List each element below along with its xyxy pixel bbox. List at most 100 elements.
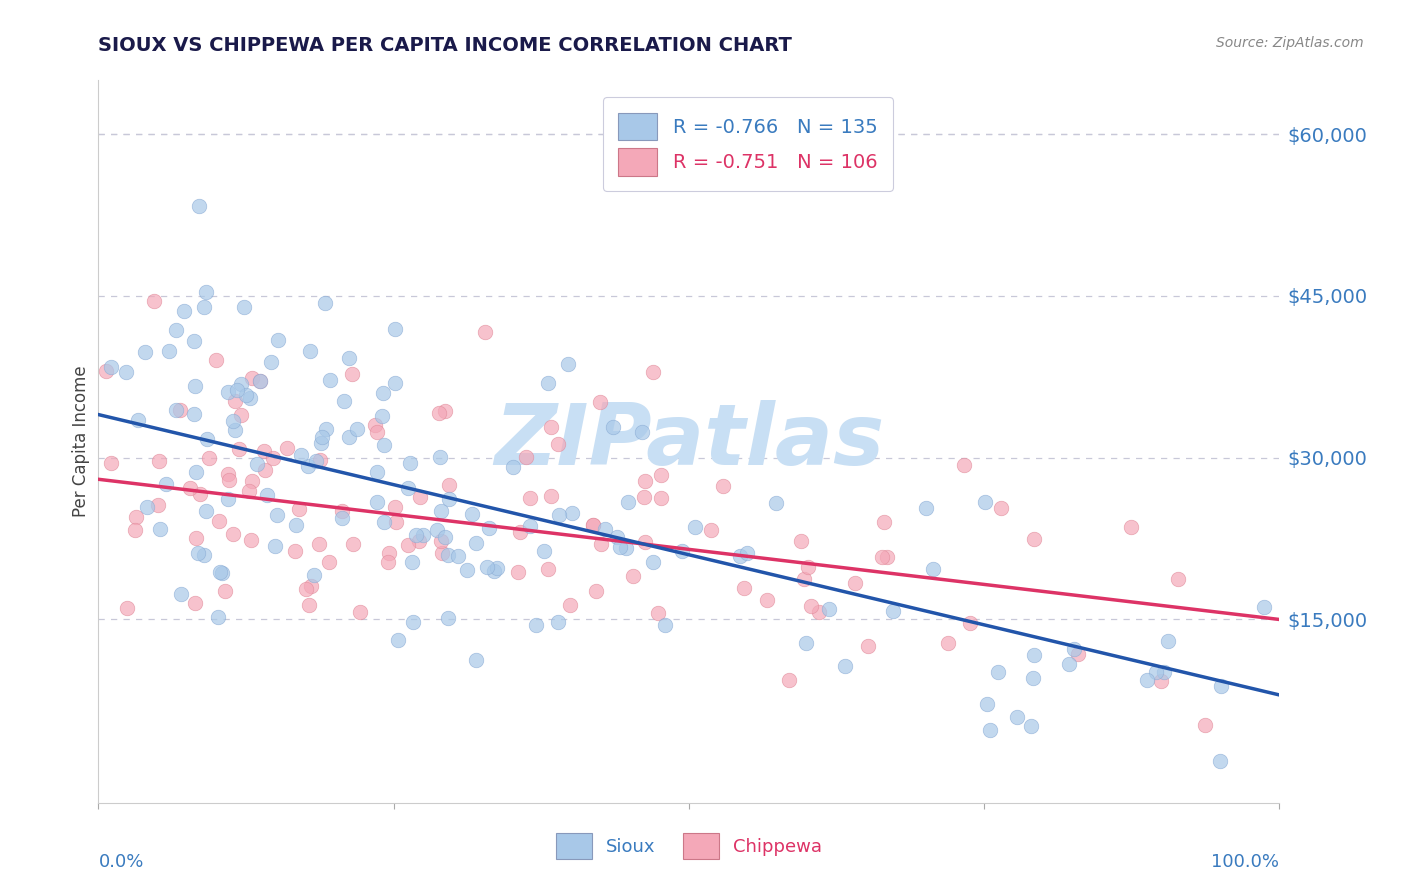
Point [621, 568, 644, 582]
Point [207, 609, 229, 624]
Legend: Sioux, Chippewa: Sioux, Chippewa [548, 826, 830, 866]
Point [987, 665, 1010, 679]
Point [378, 546, 401, 560]
Point [634, 474, 657, 488]
Point [976, 697, 998, 711]
Point [249, 375, 271, 389]
Point [299, 579, 322, 593]
Point [1150, 673, 1173, 688]
Point [796, 560, 818, 574]
Point [146, 498, 169, 512]
Point [377, 555, 399, 569]
Point [249, 374, 271, 388]
Point [515, 450, 537, 464]
Point [537, 562, 560, 576]
Point [124, 523, 146, 537]
Point [284, 543, 307, 558]
Point [209, 565, 232, 579]
Point [486, 560, 509, 574]
Point [873, 515, 896, 529]
Point [582, 517, 605, 532]
Point [396, 481, 419, 495]
Point [232, 301, 254, 315]
Point [373, 515, 395, 529]
Point [190, 487, 212, 501]
Point [474, 325, 496, 339]
Point [208, 514, 231, 528]
Point [224, 393, 246, 408]
Point [384, 500, 406, 515]
Point [240, 533, 263, 547]
Point [548, 508, 571, 523]
Point [183, 334, 205, 348]
Point [650, 468, 672, 483]
Point [643, 365, 665, 379]
Text: 0.0%: 0.0% [98, 854, 143, 871]
Point [409, 490, 432, 504]
Point [96, 363, 118, 377]
Point [602, 420, 624, 434]
Point [540, 489, 562, 503]
Point [1022, 671, 1045, 685]
Point [617, 495, 640, 509]
Point [256, 488, 278, 502]
Point [475, 559, 498, 574]
Point [186, 465, 208, 479]
Point [346, 422, 368, 436]
Point [589, 395, 612, 409]
Point [125, 510, 148, 524]
Point [169, 402, 191, 417]
Point [371, 386, 394, 401]
Point [184, 596, 207, 610]
Point [447, 549, 470, 564]
Point [429, 405, 451, 419]
Point [461, 507, 484, 521]
Point [349, 605, 371, 619]
Point [183, 378, 205, 392]
Point [433, 530, 456, 544]
Point [366, 465, 388, 479]
Point [222, 527, 245, 541]
Point [290, 448, 312, 462]
Point [100, 456, 122, 470]
Point [384, 515, 406, 529]
Point [195, 432, 218, 446]
Point [186, 531, 208, 545]
Point [235, 388, 257, 402]
Point [790, 534, 813, 549]
Point [193, 549, 215, 563]
Point [253, 444, 276, 458]
Point [756, 593, 779, 607]
Point [630, 425, 652, 440]
Point [1005, 710, 1028, 724]
Point [647, 606, 669, 620]
Point [373, 438, 395, 452]
Point [737, 545, 759, 559]
Point [371, 409, 394, 424]
Point [298, 598, 321, 612]
Point [318, 374, 340, 388]
Point [430, 546, 453, 560]
Point [240, 371, 263, 385]
Text: ZIPatlas: ZIPatlas [494, 400, 884, 483]
Point [430, 534, 453, 549]
Point [437, 611, 460, 625]
Point [683, 520, 706, 534]
Point [165, 323, 187, 337]
Point [239, 392, 262, 406]
Point [311, 430, 333, 444]
Point [1209, 754, 1232, 768]
Point [253, 463, 276, 477]
Point [1157, 633, 1180, 648]
Point [1063, 641, 1085, 656]
Point [205, 352, 228, 367]
Point [387, 632, 409, 647]
Point [650, 491, 672, 506]
Point [228, 442, 250, 457]
Point [733, 581, 755, 595]
Point [302, 568, 325, 582]
Point [540, 419, 562, 434]
Y-axis label: Per Capita Income: Per Capita Income [72, 366, 90, 517]
Point [193, 300, 215, 314]
Point [330, 504, 353, 518]
